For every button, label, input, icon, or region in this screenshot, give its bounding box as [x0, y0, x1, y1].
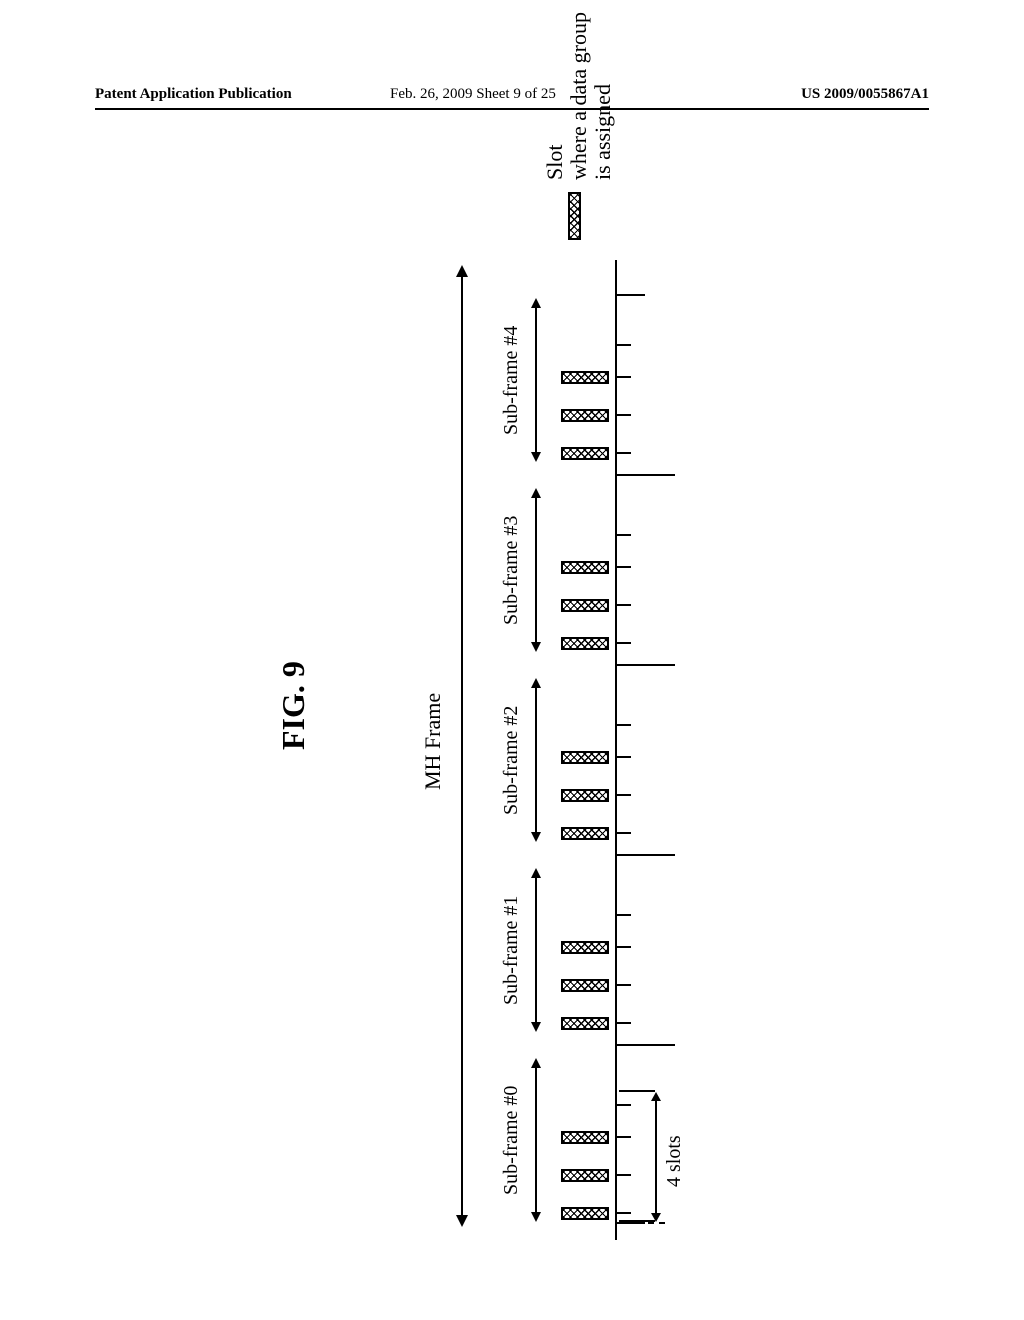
assigned-slot: [561, 1169, 609, 1182]
subframe-arrow-left: [531, 642, 541, 652]
four-slots-arrow-right: [651, 1092, 661, 1101]
subframe-arrow-right: [531, 868, 541, 878]
assigned-slot: [561, 561, 609, 574]
slot-tick: [615, 985, 631, 987]
figure-canvas: FIG. 9 MH Frame Sub-frame #0 Sub-frame #1 Su…: [95, 125, 929, 1280]
four-slots-span: [655, 1100, 657, 1214]
four-slots-right-drop: [619, 1090, 655, 1092]
dashed-first-tick: [615, 1222, 665, 1224]
subframe-span: [535, 308, 537, 452]
subframe-label: Sub-frame #0: [500, 1086, 523, 1195]
minor-tick: [615, 724, 631, 726]
subframe-arrow-right: [531, 678, 541, 688]
assigned-slot: [561, 1131, 609, 1144]
subframe-label: Sub-frame #1: [500, 896, 523, 1005]
mh-frame-label: MH Frame: [420, 693, 446, 790]
slot-tick: [615, 947, 631, 949]
legend-slot-icon: [568, 192, 581, 240]
four-slots-label: 4 slots: [663, 1135, 686, 1187]
figure-title: FIG. 9: [275, 661, 312, 750]
subframe-arrow-right: [531, 298, 541, 308]
mh-frame-span: [461, 275, 463, 1217]
subframe-span: [535, 1068, 537, 1212]
slot-tick: [615, 795, 631, 797]
slot-tick: [615, 415, 631, 417]
subframe-span: [535, 878, 537, 1022]
assigned-slot: [561, 979, 609, 992]
figure-viewport: FIG. 9 MH Frame Sub-frame #0 Sub-frame #1 Su…: [95, 125, 929, 1280]
subframe-label: Sub-frame #3: [500, 516, 523, 625]
assigned-slot: [561, 637, 609, 650]
minor-tick: [615, 1104, 631, 1106]
slot-tick: [615, 605, 631, 607]
minor-tick: [615, 914, 631, 916]
legend-line2: where a data group: [566, 12, 592, 180]
assigned-slot: [561, 409, 609, 422]
timeline-boundary-tick: [615, 664, 675, 666]
timeline: [615, 260, 617, 1240]
header-pubnum: US 2009/0055867A1: [801, 86, 929, 103]
mh-frame-arrow-left: [456, 1215, 468, 1227]
subframe-arrow-left: [531, 452, 541, 462]
assigned-slot: [561, 447, 609, 460]
legend-line1: Slot: [542, 145, 568, 180]
slot-tick: [615, 567, 631, 569]
assigned-slot: [561, 941, 609, 954]
header-date-sheet: Feb. 26, 2009 Sheet 9 of 25: [390, 86, 556, 103]
timeline-boundary-tick: [615, 854, 675, 856]
subframe-span: [535, 688, 537, 832]
slot-tick: [615, 1137, 631, 1139]
assigned-slot: [561, 1207, 609, 1220]
subframe-arrow-left: [531, 832, 541, 842]
minor-tick: [615, 344, 631, 346]
mh-frame-arrow-right: [456, 265, 468, 277]
assigned-slot: [561, 1017, 609, 1030]
subframe-arrow-left: [531, 1022, 541, 1032]
slot-tick: [615, 1023, 631, 1025]
subframe-arrow-right: [531, 488, 541, 498]
assigned-slot: [561, 371, 609, 384]
slot-tick: [615, 1175, 631, 1177]
slot-tick: [615, 453, 631, 455]
timeline-boundary-tick: [615, 294, 645, 296]
assigned-slot: [561, 789, 609, 802]
header-publication: Patent Application Publication: [95, 86, 292, 103]
subframe-span: [535, 498, 537, 642]
minor-tick: [615, 534, 631, 536]
assigned-slot: [561, 751, 609, 764]
legend-line3: is assigned: [590, 84, 616, 180]
timeline-boundary-tick: [615, 1044, 675, 1046]
assigned-slot: [561, 827, 609, 840]
timeline-boundary-tick: [615, 474, 675, 476]
subframe-arrow-left: [531, 1212, 541, 1222]
four-slots-arrow-left: [651, 1213, 661, 1222]
slot-tick: [615, 1213, 631, 1215]
four-slots-left-drop: [619, 1220, 655, 1222]
subframe-label: Sub-frame #4: [500, 326, 523, 435]
subframe-label: Sub-frame #2: [500, 706, 523, 815]
assigned-slot: [561, 599, 609, 612]
slot-tick: [615, 643, 631, 645]
subframe-arrow-right: [531, 1058, 541, 1068]
slot-tick: [615, 833, 631, 835]
header-rule: [95, 108, 929, 110]
slot-tick: [615, 757, 631, 759]
slot-tick: [615, 377, 631, 379]
